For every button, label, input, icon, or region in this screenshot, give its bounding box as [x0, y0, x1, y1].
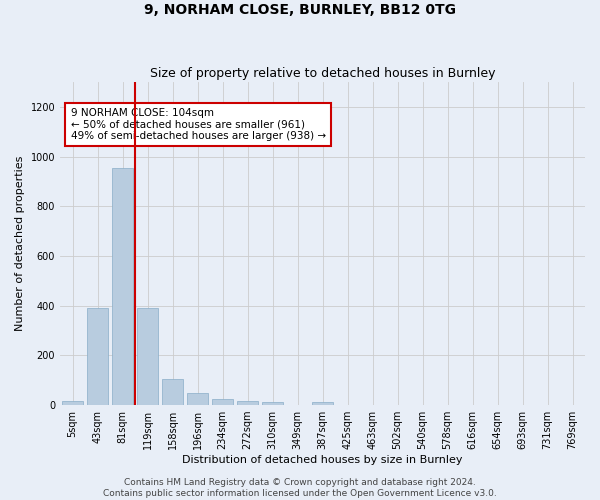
X-axis label: Distribution of detached houses by size in Burnley: Distribution of detached houses by size … [182, 455, 463, 465]
Bar [137, 308, 158, 405]
Bar [187, 392, 208, 405]
Text: Contains HM Land Registry data © Crown copyright and database right 2024.
Contai: Contains HM Land Registry data © Crown c… [103, 478, 497, 498]
Bar [62, 402, 83, 405]
Bar [312, 402, 333, 405]
Y-axis label: Number of detached properties: Number of detached properties [15, 156, 25, 332]
Bar [162, 379, 183, 405]
Text: 9 NORHAM CLOSE: 104sqm
← 50% of detached houses are smaller (961)
49% of semi-de: 9 NORHAM CLOSE: 104sqm ← 50% of detached… [71, 108, 326, 141]
Bar [237, 402, 258, 405]
Title: Size of property relative to detached houses in Burnley: Size of property relative to detached ho… [150, 66, 495, 80]
Bar [262, 402, 283, 405]
Bar [212, 399, 233, 405]
Bar [112, 168, 133, 405]
Text: 9, NORHAM CLOSE, BURNLEY, BB12 0TG: 9, NORHAM CLOSE, BURNLEY, BB12 0TG [144, 2, 456, 16]
Bar [87, 308, 108, 405]
